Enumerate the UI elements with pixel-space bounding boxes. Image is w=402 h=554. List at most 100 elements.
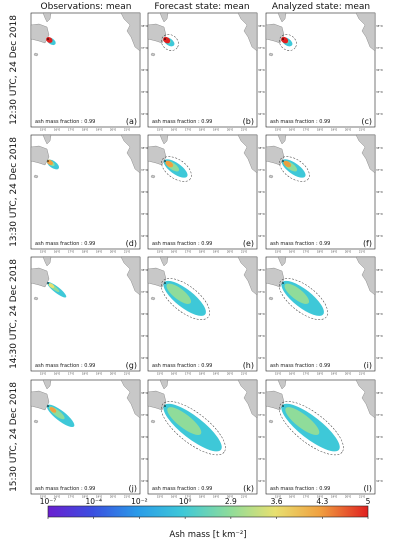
forecast-contour	[279, 156, 310, 182]
land-malta	[268, 174, 274, 179]
panel-label: (k)	[243, 484, 254, 493]
lon-tick-label: 17°E	[303, 250, 310, 254]
lat-tick-label: 35°N	[258, 212, 265, 216]
lon-tick-label: 21°E	[241, 495, 248, 499]
panel-label: (i)	[364, 361, 372, 370]
annotation: ash mass fraction : 0.99	[270, 241, 330, 247]
lon-tick-label: 18°E	[317, 128, 324, 132]
lat-tick-label: 35°N	[141, 212, 148, 216]
lon-tick-label: 19°E	[331, 495, 338, 499]
plume-core	[283, 160, 292, 168]
lon-tick-label: 16°E	[171, 372, 178, 376]
annotation: ash mass fraction : 0.99	[270, 363, 330, 369]
colorbar-tick-label: 10⁰	[179, 497, 192, 506]
volcano-marker	[164, 160, 166, 162]
map-panel: 15°E 16°E 17°E 18°E 19°E 20°E 21°E 38°N 37°N 36°N…	[30, 379, 148, 499]
land-greece	[355, 379, 376, 419]
lat-tick-label: 38°N	[258, 146, 265, 150]
ash-plume	[279, 156, 310, 182]
map-panel: 15°E 16°E 17°E 18°E 19°E 20°E 21°E 38°N 37°N 36°N…	[30, 256, 148, 376]
lat-tick-label: 35°N	[376, 457, 383, 461]
lon-tick-label: 15°E	[275, 495, 282, 499]
lat-tick-label: 38°N	[376, 146, 383, 150]
panel-label: (j)	[129, 484, 137, 493]
forecast-contour	[161, 401, 226, 456]
lon-tick-label: 19°E	[331, 128, 338, 132]
land-calabria	[159, 12, 169, 23]
panel-label: (h)	[243, 361, 254, 370]
map-panel: 15°E 16°E 17°E 18°E 19°E 20°E 21°E 38°N 37°N 36°N…	[147, 256, 265, 376]
lon-tick-label: 15°E	[40, 250, 47, 254]
lon-tick-label: 15°E	[40, 128, 47, 132]
lon-tick-label: 18°E	[199, 495, 206, 499]
lat-tick-label: 37°N	[258, 168, 265, 172]
land-greece	[237, 379, 258, 419]
ash-plume	[161, 156, 192, 182]
map-content	[265, 134, 376, 182]
lat-tick-label: 35°N	[258, 334, 265, 338]
land-malta	[33, 296, 39, 301]
volcano-marker	[282, 160, 284, 162]
land-calabria	[42, 134, 52, 145]
volcano-marker	[47, 160, 49, 162]
lat-tick-label: 34°N	[376, 234, 383, 238]
annotation: ash mass fraction : 0.99	[270, 486, 330, 492]
panel-label: (e)	[243, 239, 254, 248]
row-label: 15:30 UTC, 24 Dec 2018	[9, 382, 19, 492]
panel-frame	[30, 134, 141, 250]
lat-tick-label: 34°N	[376, 479, 383, 483]
lon-tick-label: 15°E	[275, 128, 282, 132]
annotation: ash mass fraction : 0.99	[270, 119, 330, 125]
land-greece	[237, 256, 258, 296]
map-content	[147, 256, 258, 320]
land-greece	[120, 12, 141, 52]
lon-tick-label: 17°E	[303, 128, 310, 132]
lon-tick-label: 17°E	[68, 495, 75, 499]
land-calabria	[277, 134, 287, 145]
ash-plume	[46, 159, 59, 170]
column-title: Forecast state: mean	[154, 2, 249, 12]
land-greece	[237, 134, 258, 174]
lon-tick-label: 20°E	[110, 128, 117, 132]
lon-tick-label: 21°E	[124, 495, 131, 499]
panel-label: (d)	[126, 239, 137, 248]
lat-tick-label: 34°N	[141, 479, 148, 483]
panel-frame	[30, 379, 141, 495]
ash-plume	[46, 36, 56, 46]
lon-tick-label: 20°E	[227, 372, 234, 376]
lon-tick-label: 17°E	[303, 372, 310, 376]
lon-tick-label: 15°E	[275, 372, 282, 376]
lon-tick-label: 16°E	[289, 495, 296, 499]
land-greece	[120, 134, 141, 174]
map-panel: 15°E 16°E 17°E 18°E 19°E 20°E 21°E 38°N 37°N 36°N…	[265, 256, 383, 376]
row-label: 13:30 UTC, 24 Dec 2018	[9, 137, 19, 247]
lat-tick-label: 35°N	[258, 90, 265, 94]
lon-tick-label: 18°E	[199, 372, 206, 376]
ash-plume	[46, 404, 75, 428]
lon-tick-label: 18°E	[317, 495, 324, 499]
ash-plume	[161, 278, 210, 320]
lat-tick-label: 37°N	[376, 168, 383, 172]
lat-tick-label: 35°N	[376, 334, 383, 338]
lon-tick-label: 16°E	[54, 372, 61, 376]
lon-tick-label: 20°E	[110, 372, 117, 376]
forecast-contour	[161, 156, 192, 182]
land-greece	[120, 379, 141, 419]
land-sicily	[30, 267, 50, 288]
lon-tick-label: 18°E	[82, 495, 89, 499]
lat-tick-label: 36°N	[141, 68, 148, 72]
lat-tick-label: 36°N	[258, 312, 265, 316]
volcano-marker	[47, 38, 49, 40]
lon-tick-label: 20°E	[227, 250, 234, 254]
lon-tick-label: 17°E	[185, 250, 192, 254]
land-calabria	[277, 379, 287, 390]
annotation: ash mass fraction : 0.99	[35, 119, 95, 125]
lat-tick-label: 38°N	[258, 391, 265, 395]
lat-tick-label: 34°N	[258, 356, 265, 360]
lat-tick-label: 35°N	[258, 457, 265, 461]
lon-tick-label: 19°E	[96, 250, 103, 254]
lon-tick-label: 20°E	[345, 128, 352, 132]
lon-tick-label: 20°E	[345, 372, 352, 376]
land-malta	[150, 52, 156, 57]
